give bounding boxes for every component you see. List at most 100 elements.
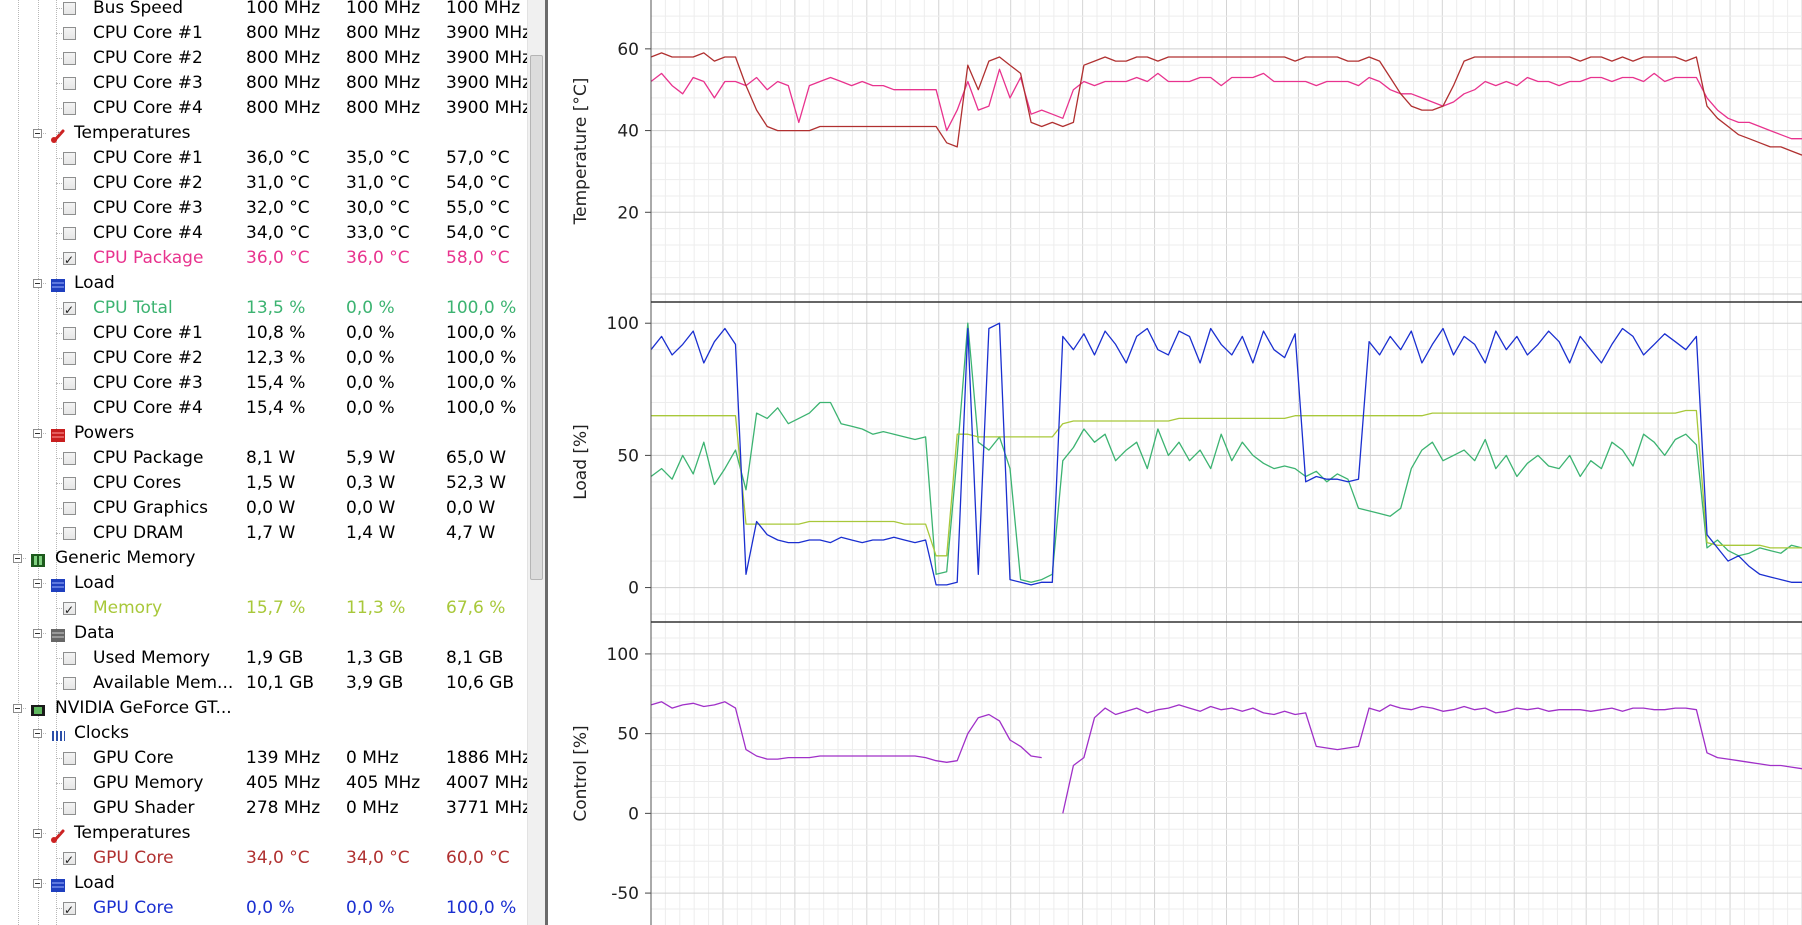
sensor-name: GPU Core bbox=[93, 848, 174, 868]
plot-checkbox[interactable] bbox=[63, 327, 76, 340]
collapse-toggle[interactable] bbox=[33, 629, 42, 638]
plot-checkbox[interactable] bbox=[63, 227, 76, 240]
sensor-min: 0,0 % bbox=[346, 898, 395, 918]
plot-checkbox[interactable] bbox=[63, 298, 76, 323]
plot-checkbox[interactable] bbox=[63, 452, 76, 465]
plot-checkbox[interactable] bbox=[63, 527, 76, 540]
collapse-toggle[interactable] bbox=[33, 879, 42, 888]
collapse-toggle[interactable] bbox=[33, 429, 42, 438]
sensor-row-cpu-core-3[interactable]: CPU Core #3 32,0 °C 30,0 °C 55,0 °C bbox=[0, 196, 527, 221]
sensor-max: 100,0 % bbox=[446, 898, 517, 918]
plot-checkbox[interactable] bbox=[63, 177, 76, 190]
plot-checkbox[interactable] bbox=[63, 477, 76, 490]
sensor-min: 0 MHz bbox=[346, 748, 399, 768]
group-node-data[interactable]: Data bbox=[0, 621, 527, 646]
plot-checkbox[interactable] bbox=[63, 677, 76, 690]
plot-checkbox[interactable] bbox=[63, 802, 76, 815]
sensor-value: 800 MHz bbox=[246, 73, 321, 93]
sensor-row-cpu-core-1[interactable]: CPU Core #1 800 MHz 800 MHz 3900 MHz bbox=[0, 21, 528, 46]
tree-guide-stub bbox=[56, 408, 62, 409]
group-node-load[interactable]: Load bbox=[0, 271, 527, 296]
plot-checkbox[interactable] bbox=[63, 202, 76, 215]
collapse-toggle[interactable] bbox=[33, 579, 42, 588]
sensor-row-gpu-core[interactable]: GPU Core 34,0 °C 34,0 °C 60,0 °C bbox=[0, 846, 527, 873]
sensor-row-cpu-core-4[interactable]: CPU Core #4 15,4 % 0,0 % 100,0 % bbox=[0, 396, 527, 421]
sensor-row-gpu-core[interactable]: GPU Core 0,0 % 0,0 % 100,0 % bbox=[0, 896, 527, 923]
gpu-icon bbox=[30, 701, 46, 716]
sensor-min: 33,0 °C bbox=[346, 223, 410, 243]
tree-guide-stub bbox=[56, 858, 62, 859]
group-node-temperatures[interactable]: Temperatures bbox=[0, 821, 527, 846]
sensor-row-cpu-dram[interactable]: CPU DRAM 1,7 W 1,4 W 4,7 W bbox=[0, 521, 527, 546]
plot-checkbox[interactable] bbox=[63, 502, 76, 515]
tree-guide-stub bbox=[56, 183, 62, 184]
sensor-row-cpu-core-2[interactable]: CPU Core #2 12,3 % 0,0 % 100,0 % bbox=[0, 346, 527, 371]
sensor-name: Bus Speed bbox=[93, 0, 183, 18]
collapse-toggle[interactable] bbox=[33, 829, 42, 838]
sensor-row-cpu-package[interactable]: CPU Package 36,0 °C 36,0 °C 58,0 °C bbox=[0, 246, 527, 273]
sensor-min: 36,0 °C bbox=[346, 248, 410, 268]
sensor-row-cpu-core-3[interactable]: CPU Core #3 800 MHz 800 MHz 3900 MHz bbox=[0, 71, 528, 96]
sensor-row-cpu-core-1[interactable]: CPU Core #1 10,8 % 0,0 % 100,0 % bbox=[0, 321, 527, 346]
plot-checkbox[interactable] bbox=[63, 52, 76, 65]
plot-checkbox[interactable] bbox=[63, 752, 76, 765]
hardware-node-generic-memory[interactable]: Generic Memory bbox=[0, 546, 527, 571]
plot-checkbox[interactable] bbox=[63, 27, 76, 40]
plot-checkbox[interactable] bbox=[63, 777, 76, 790]
group-node-clocks[interactable]: Clocks bbox=[0, 721, 527, 746]
sensor-row-cpu-core-4[interactable]: CPU Core #4 34,0 °C 33,0 °C 54,0 °C bbox=[0, 221, 527, 246]
sensor-row-cpu-core-1[interactable]: CPU Core #1 36,0 °C 35,0 °C 57,0 °C bbox=[0, 146, 527, 171]
tree-guide-stub bbox=[56, 158, 62, 159]
sensor-row-cpu-core-3[interactable]: CPU Core #3 15,4 % 0,0 % 100,0 % bbox=[0, 371, 527, 396]
sensor-min: 1,4 W bbox=[346, 523, 396, 543]
sensor-row-bus-speed[interactable]: Bus Speed 100 MHz 100 MHz 100 MHz bbox=[0, 0, 527, 21]
sensor-row-cpu-core-4[interactable]: CPU Core #4 800 MHz 800 MHz 3900 MHz bbox=[0, 96, 528, 121]
sensor-row-used-memory[interactable]: Used Memory 1,9 GB 1,3 GB 8,1 GB bbox=[0, 646, 527, 671]
sensor-row-cpu-core-2[interactable]: CPU Core #2 31,0 °C 31,0 °C 54,0 °C bbox=[0, 171, 527, 196]
sensor-row-cpu-core-2[interactable]: CPU Core #2 800 MHz 800 MHz 3900 MHz bbox=[0, 46, 528, 71]
sensor-row-cpu-cores[interactable]: CPU Cores 1,5 W 0,3 W 52,3 W bbox=[0, 471, 527, 496]
sensor-row-gpu-memory[interactable]: GPU Memory 405 MHz 405 MHz 4007 MHz bbox=[0, 771, 528, 796]
plot-checkbox[interactable] bbox=[63, 352, 76, 365]
sensor-row-memory[interactable]: Memory 15,7 % 11,3 % 67,6 % bbox=[0, 596, 527, 623]
collapse-toggle[interactable] bbox=[13, 704, 22, 713]
plot-checkbox[interactable] bbox=[63, 898, 76, 923]
collapse-toggle[interactable] bbox=[33, 729, 42, 738]
tree-guide-stub bbox=[56, 8, 62, 9]
sensor-row-gpu-core[interactable]: GPU Core 139 MHz 0 MHz 1886 MHz bbox=[0, 746, 528, 771]
sensor-row-gpu-shader[interactable]: GPU Shader 278 MHz 0 MHz 3771 MHz bbox=[0, 796, 528, 821]
collapse-toggle[interactable] bbox=[33, 129, 42, 138]
plot-checkbox[interactable] bbox=[63, 152, 76, 165]
sensor-max: 3771 MHz bbox=[446, 798, 528, 818]
sensor-row-cpu-package[interactable]: CPU Package 8,1 W 5,9 W 65,0 W bbox=[0, 446, 527, 471]
plot-checkbox[interactable] bbox=[63, 377, 76, 390]
sensor-row-available-mem[interactable]: Available Mem... 10,1 GB 3,9 GB 10,6 GB bbox=[0, 671, 527, 696]
plot-checkbox[interactable] bbox=[63, 598, 76, 623]
sensor-row-cpu-graphics[interactable]: CPU Graphics 0,0 W 0,0 W 0,0 W bbox=[0, 496, 527, 521]
plot-checkbox[interactable] bbox=[63, 248, 76, 273]
tree-scrollbar[interactable] bbox=[527, 0, 546, 925]
group-node-load[interactable]: Load bbox=[0, 571, 527, 596]
plot-checkbox[interactable] bbox=[63, 77, 76, 90]
sensor-name: CPU Cores bbox=[93, 473, 182, 493]
collapse-toggle[interactable] bbox=[13, 554, 22, 563]
node-name: Load bbox=[74, 873, 115, 893]
group-node-load[interactable]: Load bbox=[0, 871, 527, 896]
sensor-row-cpu-total[interactable]: CPU Total 13,5 % 0,0 % 100,0 % bbox=[0, 296, 527, 323]
group-node-temperatures[interactable]: Temperatures bbox=[0, 121, 527, 146]
group-node-powers[interactable]: Powers bbox=[0, 421, 527, 446]
plot-checkbox[interactable] bbox=[63, 2, 76, 15]
scrollbar-thumb[interactable] bbox=[530, 55, 543, 580]
panel-splitter[interactable] bbox=[545, 0, 548, 925]
plot-checkbox[interactable] bbox=[63, 102, 76, 115]
plot-checkbox[interactable] bbox=[63, 402, 76, 415]
hardware-node-nvidia-geforce-gt[interactable]: NVIDIA GeForce GT... bbox=[0, 696, 527, 721]
sensor-min: 0,0 % bbox=[346, 348, 395, 368]
node-name: Generic Memory bbox=[55, 548, 196, 568]
thermometer-icon bbox=[50, 826, 66, 843]
ram-icon bbox=[30, 551, 46, 567]
plot-checkbox[interactable] bbox=[63, 848, 76, 873]
collapse-toggle[interactable] bbox=[33, 279, 42, 288]
tree-guide-stub bbox=[56, 233, 62, 234]
plot-checkbox[interactable] bbox=[63, 652, 76, 665]
